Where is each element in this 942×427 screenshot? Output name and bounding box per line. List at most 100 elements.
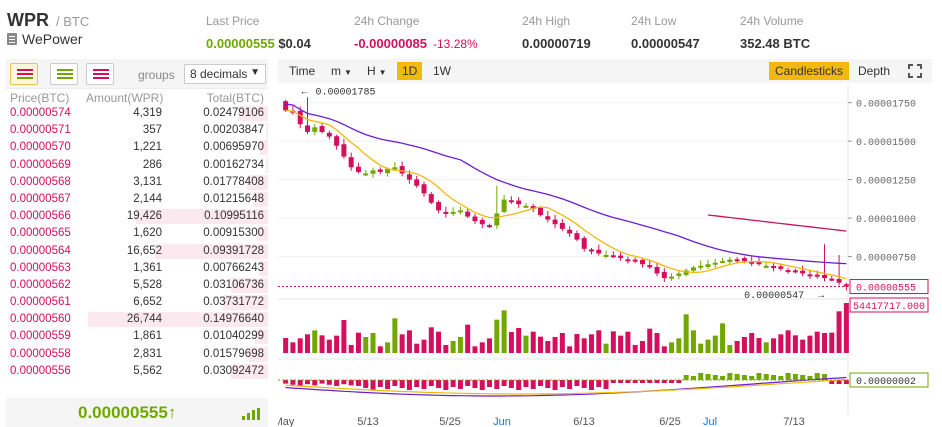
volume-bar	[479, 342, 485, 353]
order-book-row[interactable]: 0.00000562 5,528 0.03106736	[6, 277, 268, 294]
ma-long-line	[707, 214, 847, 232]
volume-bar	[465, 324, 471, 353]
macd-bar	[792, 374, 798, 380]
candle-body	[443, 211, 449, 214]
row-price: 0.00000562	[10, 278, 71, 291]
volume-bar	[814, 331, 820, 353]
macd-bar	[326, 380, 332, 385]
order-book-row[interactable]: 0.00000574 4,319 0.02479106	[6, 105, 268, 122]
volume-bar	[741, 337, 747, 353]
macd-bar	[843, 380, 849, 384]
decimals-select[interactable]: 8 decimals ▼	[184, 64, 266, 84]
volume-bar	[326, 339, 332, 353]
hours-dropdown[interactable]: H ▼	[362, 62, 392, 80]
fullscreen-icon[interactable]	[908, 64, 922, 78]
volume-bar	[683, 314, 689, 353]
macd-bar	[778, 376, 784, 380]
row-price: 0.00000567	[10, 192, 71, 205]
candle-body	[472, 216, 478, 222]
macd-bar	[800, 375, 806, 380]
macd-bar	[785, 373, 791, 380]
candle-body	[843, 284, 849, 287]
volume-bar	[625, 331, 631, 353]
interval-1w-button[interactable]: 1W	[433, 64, 451, 78]
candle-body	[698, 265, 704, 268]
macd-bar	[399, 380, 405, 388]
macd-bar	[363, 380, 369, 388]
volume-bar	[523, 335, 529, 353]
row-price: 0.00000569	[10, 158, 71, 171]
candle-body	[588, 249, 594, 252]
order-book-row[interactable]: 0.00000565 1,620 0.00915300	[6, 225, 268, 242]
low-value: 0.00000547	[631, 36, 700, 51]
row-total: 0.00162734	[203, 158, 264, 171]
candle-body	[363, 173, 369, 176]
volume-bar	[647, 328, 653, 353]
candle-body	[625, 259, 631, 262]
low-stat: 24h Low 0.00000547	[631, 14, 700, 51]
macd-bar	[283, 380, 289, 384]
candle-body	[457, 210, 463, 213]
view-bids-button[interactable]	[50, 63, 78, 85]
order-book-row[interactable]: 0.00000556 5,562 0.03092472	[6, 363, 268, 380]
x-tick-label: 5/13	[357, 416, 378, 427]
volume-bar	[414, 343, 420, 353]
interval-1d-button[interactable]: 1D	[397, 62, 423, 80]
candle-body	[661, 271, 667, 279]
candle-body	[574, 233, 580, 240]
minutes-dropdown[interactable]: m ▼	[326, 62, 357, 80]
order-book-row[interactable]: 0.00000564 16,652 0.09391728	[6, 243, 268, 260]
candle-body	[501, 199, 507, 212]
row-amount: 357	[142, 124, 162, 137]
row-price: 0.00000564	[10, 244, 71, 257]
row-amount: 26,744	[126, 313, 162, 326]
order-book-row[interactable]: 0.00000571 357 0.00203847	[6, 122, 268, 139]
volume-bar	[574, 334, 580, 353]
row-amount: 1,620	[133, 227, 162, 240]
project-name[interactable]: WePower	[7, 31, 82, 47]
macd-bar	[465, 380, 471, 386]
candle-body	[428, 194, 434, 203]
order-book-row[interactable]: 0.00000559 1,861 0.01040299	[6, 328, 268, 345]
order-book-row[interactable]: 0.00000569 286 0.00162734	[6, 157, 268, 174]
order-book-row[interactable]: 0.00000558 2,831 0.01579698	[6, 346, 268, 363]
view-asks-button[interactable]	[86, 63, 114, 85]
depth-bar	[136, 209, 268, 225]
candle-body	[326, 132, 332, 137]
depth-tab[interactable]: Depth	[858, 64, 891, 78]
row-amount: 286	[142, 158, 162, 171]
time-button[interactable]: Time	[289, 64, 316, 78]
depth-bar	[259, 260, 268, 276]
candlesticks-tab[interactable]: Candlesticks	[769, 62, 850, 80]
order-book-row[interactable]: 0.00000566 19,426 0.10995116	[6, 208, 268, 225]
order-book-row[interactable]: 0.00000567 2,144 0.01215648	[6, 191, 268, 208]
current-price-label: 0.00000555	[856, 284, 916, 295]
order-book-row[interactable]: 0.00000563 1,361 0.00766243	[6, 260, 268, 277]
order-book-row[interactable]: 0.00000561 6,652 0.03731772	[6, 294, 268, 311]
volume-label: 24h Volume	[740, 14, 804, 28]
order-book-row[interactable]: 0.00000568 3,131 0.01778408	[6, 174, 268, 191]
candle-body	[406, 174, 412, 180]
row-amount: 19,426	[126, 210, 162, 223]
row-total: 0.03092472	[203, 364, 264, 377]
macd-bar	[814, 373, 820, 380]
row-total: 0.00695970	[203, 141, 264, 154]
volume-bar	[669, 342, 675, 353]
macd-bar	[290, 380, 296, 385]
volume-tag-label: 54417717.000	[853, 302, 925, 313]
candle-body	[822, 275, 828, 279]
macd-bar	[494, 380, 500, 389]
volume-bar	[720, 323, 726, 353]
chart-canvas[interactable]: 0.00001750 0.00001500 0.00001250 0.00001000…	[278, 85, 932, 427]
macd-bar	[516, 380, 522, 390]
order-book-row[interactable]: 0.00000560 26,744 0.14976640	[6, 311, 268, 328]
current-price-tag	[849, 279, 929, 295]
order-book-row[interactable]: 0.00000570 1,221 0.00695970	[6, 139, 268, 156]
view-both-button[interactable]	[10, 63, 38, 85]
candle-body	[734, 259, 740, 262]
candle-body	[283, 101, 289, 111]
volume-bar	[406, 330, 412, 353]
candle-body	[610, 255, 616, 258]
row-amount: 6,652	[133, 296, 162, 309]
macd-bar	[501, 380, 507, 386]
